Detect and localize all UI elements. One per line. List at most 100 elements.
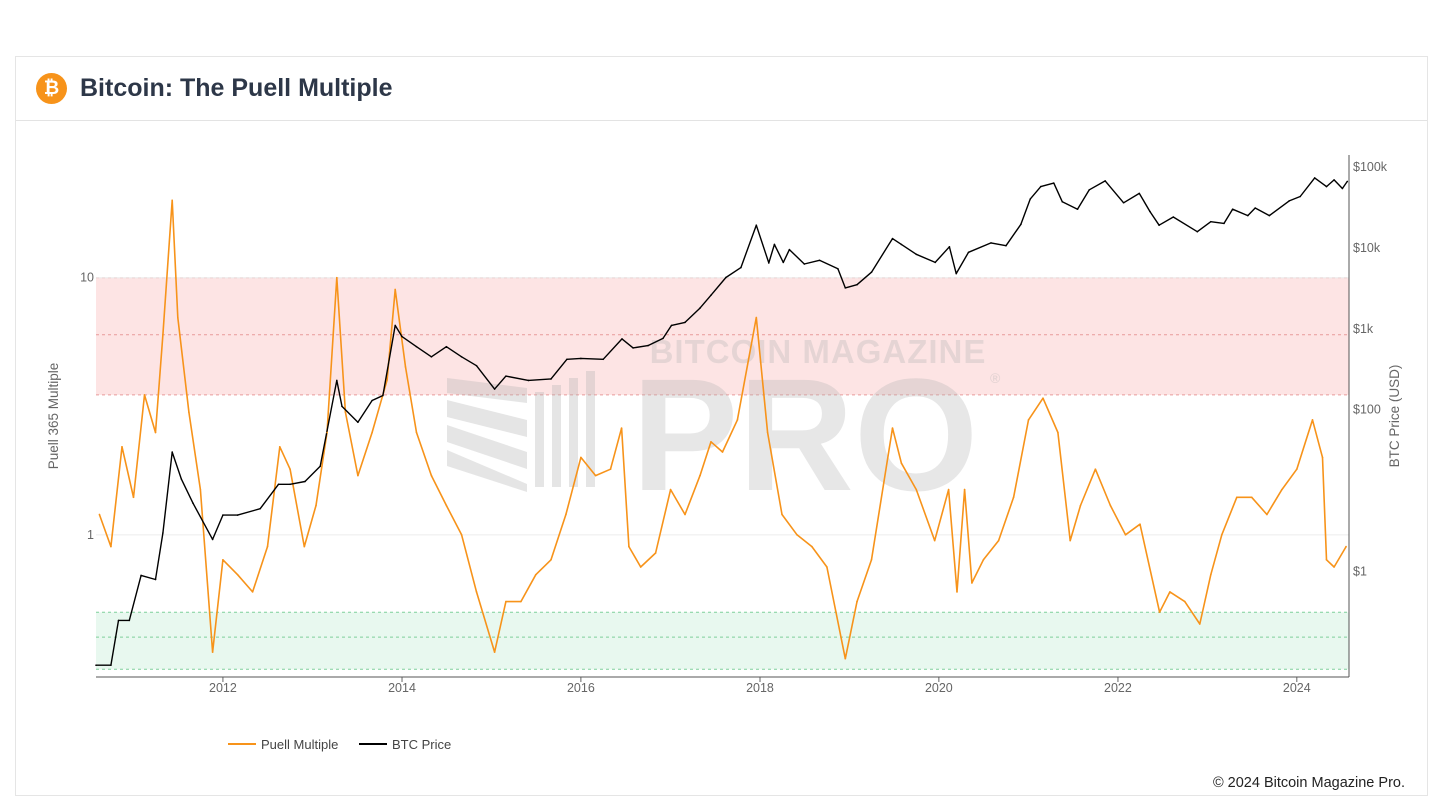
x-tick-label: 2012 <box>209 681 237 695</box>
data-point-btc-price <box>670 324 673 327</box>
y-left-axis-title: Puell 365 Multiple <box>46 363 61 470</box>
data-point-puell-multiple <box>121 445 123 448</box>
data-point-puell-multiple <box>211 651 214 653</box>
data-point-btc-price <box>319 465 321 468</box>
data-point-puell-multiple <box>222 558 224 561</box>
data-point-btc-price <box>211 538 214 541</box>
data-point-puell-multiple <box>1198 623 1201 625</box>
legend-item-label: Puell Multiple <box>261 737 338 752</box>
data-point-btc-price <box>304 480 306 483</box>
data-point-puell-multiple <box>1027 419 1030 421</box>
data-point-btc-price <box>699 307 701 309</box>
data-point-btc-price <box>1247 214 1249 217</box>
watermark-line2: PRO <box>632 345 979 524</box>
legend-item-label: BTC Price <box>392 737 451 752</box>
data-point-btc-price <box>710 294 712 296</box>
data-point-btc-price <box>341 405 343 408</box>
data-point-puell-multiple <box>177 316 179 319</box>
data-point-puell-multiple <box>1094 468 1097 470</box>
data-point-btc-price <box>803 263 806 265</box>
data-point-puell-multiple <box>188 411 190 413</box>
data-point-btc-price <box>580 357 582 360</box>
data-point-btc-price <box>1052 182 1055 184</box>
data-point-btc-price <box>1172 216 1175 218</box>
data-point-btc-price <box>934 261 936 264</box>
data-point-puell-multiple <box>1321 456 1324 459</box>
data-point-puell-multiple <box>963 488 966 491</box>
data-point-btc-price <box>493 388 496 390</box>
watermark-stripes-logo <box>447 371 595 492</box>
data-point-btc-price <box>1138 192 1141 195</box>
y-right-tick-label: $100k <box>1353 160 1388 174</box>
data-point-puell-multiple <box>143 394 146 396</box>
card-header: ₿ Bitcoin: The Puell Multiple <box>16 57 1427 121</box>
data-point-puell-multiple <box>1250 496 1253 499</box>
data-point-btc-price <box>1223 222 1225 225</box>
band-undervalued <box>96 612 1349 670</box>
data-point-btc-price <box>394 324 396 327</box>
data-point-puell-multiple <box>639 566 642 568</box>
data-point-puell-multiple <box>236 573 239 576</box>
data-point-btc-price <box>505 375 507 377</box>
data-point-puell-multiple <box>609 468 612 470</box>
data-point-puell-multiple <box>1210 573 1212 576</box>
data-point-btc-price <box>621 338 623 340</box>
data-point-puell-multiple <box>534 573 537 576</box>
data-point-puell-multiple <box>1069 539 1071 542</box>
y-right-tick-label: $1k <box>1353 322 1374 336</box>
data-point-btc-price <box>725 276 727 279</box>
axes: 10 1 $100k $10k $1k $100 $1 2012 2014 2016 2018 202… <box>46 155 1402 695</box>
data-point-puell-multiple <box>933 539 936 542</box>
data-point-btc-price <box>647 344 649 347</box>
y-left-tick-label: 1 <box>87 528 94 542</box>
data-point-puell-multiple <box>796 534 798 536</box>
y-left-tick-label: 10 <box>80 271 94 285</box>
copyright-text: © 2024 Bitcoin Magazine Pro. <box>1212 775 1405 791</box>
data-point-btc-price <box>632 347 634 349</box>
data-point-btc-price <box>782 261 785 264</box>
data-point-btc-price <box>1346 180 1349 183</box>
data-point-puell-multiple <box>1235 496 1238 499</box>
data-point-puell-multiple <box>1057 431 1059 434</box>
data-point-puell-multiple <box>721 451 724 453</box>
chart-card: ₿ Bitcoin: The Puell Multiple <box>15 56 1428 796</box>
watermark-line1: BITCOIN MAGAZINE <box>650 333 987 370</box>
y-right-tick-label: $10k <box>1353 241 1381 255</box>
data-point-puell-multiple <box>565 513 567 516</box>
data-point-puell-multiple <box>781 513 783 516</box>
data-point-puell-multiple <box>971 582 973 584</box>
data-point-puell-multiple <box>669 488 672 491</box>
data-point-btc-price <box>1254 207 1256 209</box>
data-point-puell-multiple <box>266 545 269 548</box>
data-point-puell-multiple <box>1221 534 1223 536</box>
data-point-puell-multiple <box>1158 611 1161 614</box>
data-point-puell-multiple <box>430 474 433 477</box>
data-point-btc-price <box>140 574 142 577</box>
data-point-puell-multiple <box>1012 496 1015 499</box>
data-point-btc-price <box>955 272 958 275</box>
y-right-tick-label: $1 <box>1353 565 1367 579</box>
data-point-puell-multiple <box>628 545 630 548</box>
data-point-btc-price <box>1210 220 1212 223</box>
data-point-btc-price <box>900 243 903 246</box>
data-point-btc-price <box>415 345 418 348</box>
data-point-btc-price <box>891 237 894 240</box>
data-point-puell-multiple <box>154 431 157 434</box>
data-point-btc-price <box>870 271 873 273</box>
data-point-btc-price <box>1231 208 1234 210</box>
y-right-axis-title: BTC Price (USD) <box>1387 365 1402 468</box>
data-point-puell-multiple <box>493 651 496 653</box>
data-point-puell-multiple <box>654 552 657 554</box>
data-point-btc-price <box>1039 185 1042 188</box>
data-point-puell-multiple <box>404 366 407 368</box>
legend: Puell Multiple BTC Price <box>228 737 451 752</box>
data-point-btc-price <box>1088 189 1091 191</box>
data-point-puell-multiple <box>755 316 758 319</box>
data-point-puell-multiple <box>811 545 813 548</box>
data-point-puell-multiple <box>162 333 164 336</box>
data-point-puell-multiple <box>357 474 359 477</box>
data-point-btc-price <box>289 483 291 486</box>
data-point-puell-multiple <box>915 488 918 491</box>
data-point-puell-multiple <box>1345 545 1347 548</box>
series-line-btc-price <box>96 177 1348 666</box>
